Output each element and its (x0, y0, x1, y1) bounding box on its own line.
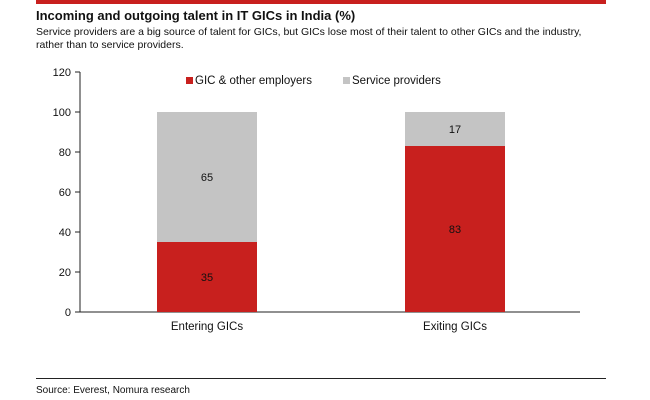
footer-rule (36, 378, 606, 379)
y-tick-label: 20 (59, 267, 71, 279)
legend-swatch-service-providers (343, 77, 350, 84)
data-label: 83 (449, 224, 461, 236)
y-tick-label: 100 (53, 107, 71, 119)
legend-label-service-providers: Service providers (352, 75, 441, 87)
x-category-label: Entering GICs (171, 321, 243, 333)
y-tick-label: 40 (59, 227, 71, 239)
data-label: 65 (201, 172, 213, 184)
data-label: 35 (201, 272, 213, 284)
bar-gic-entering (157, 242, 257, 312)
x-category-label: Exiting GICs (423, 321, 487, 333)
chart-subtitle: Service providers are a big source of ta… (36, 26, 582, 51)
legend-swatch-gic (186, 77, 193, 84)
bar-gic-exiting (405, 146, 505, 312)
bar-service-providers-exiting (405, 112, 505, 146)
bar-service-providers-entering (157, 112, 257, 242)
chart-title: Incoming and outgoing talent in IT GICs … (36, 8, 356, 23)
data-label: 17 (449, 124, 461, 136)
y-tick-label: 80 (59, 147, 71, 159)
source-note: Source: Everest, Nomura research (36, 385, 190, 396)
y-tick-label: 120 (53, 67, 71, 79)
y-tick-label: 0 (65, 307, 71, 319)
legend-label-gic: GIC & other employers (195, 75, 312, 87)
top-accent-rule (36, 0, 606, 4)
y-tick-label: 60 (59, 187, 71, 199)
